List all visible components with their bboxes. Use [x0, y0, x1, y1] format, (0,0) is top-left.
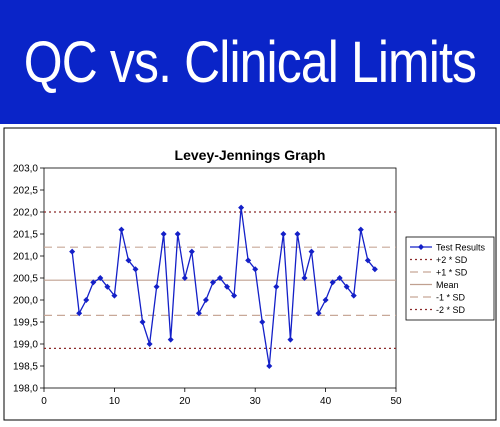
y-tick-label: 200,5	[13, 274, 38, 285]
data-point	[146, 341, 153, 347]
data-point	[167, 336, 174, 343]
data-point	[266, 363, 273, 369]
data-point	[350, 292, 357, 299]
data-point	[90, 279, 97, 286]
data-point	[209, 279, 216, 286]
data-point	[315, 310, 322, 317]
legend-label: Test Results	[436, 243, 486, 253]
legend-label: -1 * SD	[436, 293, 466, 303]
data-point	[336, 275, 343, 281]
data-point	[287, 336, 294, 343]
data-point	[231, 292, 238, 299]
y-tick-label: 202,0	[13, 208, 38, 219]
data-point	[259, 319, 266, 325]
chart-title: Levey-Jennings Graph	[175, 147, 326, 163]
data-point	[273, 283, 280, 290]
legend-marker	[418, 244, 424, 250]
legend-label: +2 * SD	[436, 255, 468, 265]
data-point	[76, 310, 83, 317]
data-point	[125, 257, 132, 264]
data-point	[160, 231, 167, 237]
data-point	[118, 226, 125, 233]
data-point	[174, 231, 181, 237]
y-tick-label: 198,0	[13, 384, 38, 395]
data-point	[195, 310, 202, 317]
data-point	[371, 266, 378, 273]
banner-title: QC vs. Clinical Limits	[23, 29, 477, 95]
x-tick-label: 40	[320, 396, 332, 407]
y-tick-label: 201,0	[13, 252, 38, 263]
data-point	[238, 204, 245, 211]
data-point	[83, 297, 90, 303]
x-tick-label: 0	[41, 396, 47, 407]
x-tick-label: 50	[390, 396, 402, 407]
legend-label: Mean	[436, 280, 459, 290]
y-tick-label: 200,0	[13, 296, 38, 307]
data-point	[139, 319, 146, 325]
y-tick-label: 198,5	[13, 362, 38, 373]
data-point	[202, 297, 209, 303]
data-point	[111, 292, 118, 299]
x-tick-label: 10	[109, 396, 121, 407]
legend-label: -2 * SD	[436, 305, 466, 315]
data-point	[280, 231, 287, 237]
data-point	[329, 279, 336, 286]
y-tick-label: 202,5	[13, 186, 38, 197]
legend-label: +1 * SD	[436, 268, 468, 278]
data-point	[322, 297, 329, 303]
levey-jennings-chart: Levey-Jennings Graph 198,0 198,5 199,0 199,…	[3, 127, 497, 421]
data-point	[153, 283, 160, 290]
series-line	[71, 207, 376, 367]
y-tick-label: 203,0	[13, 164, 38, 175]
data-point	[217, 275, 223, 281]
data-point	[308, 248, 315, 255]
data-point	[245, 257, 252, 264]
data-point	[132, 266, 139, 273]
legend-box	[405, 236, 495, 321]
y-tick-label: 201,5	[13, 230, 38, 241]
data-point	[104, 283, 111, 290]
title-banner: QC vs. Clinical Limits	[0, 0, 500, 124]
chart-area: Levey-Jennings Graph 198,0 198,5 199,0 199,…	[0, 124, 500, 422]
data-point	[357, 226, 364, 233]
data-point	[294, 231, 301, 237]
data-point	[224, 283, 231, 290]
data-point	[301, 275, 308, 281]
y-tick-label: 199,5	[13, 318, 38, 329]
data-point	[364, 257, 371, 264]
data-point	[69, 248, 76, 255]
y-tick-label: 199,0	[13, 340, 38, 351]
data-point	[343, 283, 350, 290]
data-point	[97, 275, 104, 281]
x-tick-label: 20	[179, 396, 191, 407]
x-tick-label: 30	[250, 396, 262, 407]
data-point	[252, 266, 259, 273]
data-point	[188, 248, 195, 255]
data-point	[181, 275, 188, 281]
